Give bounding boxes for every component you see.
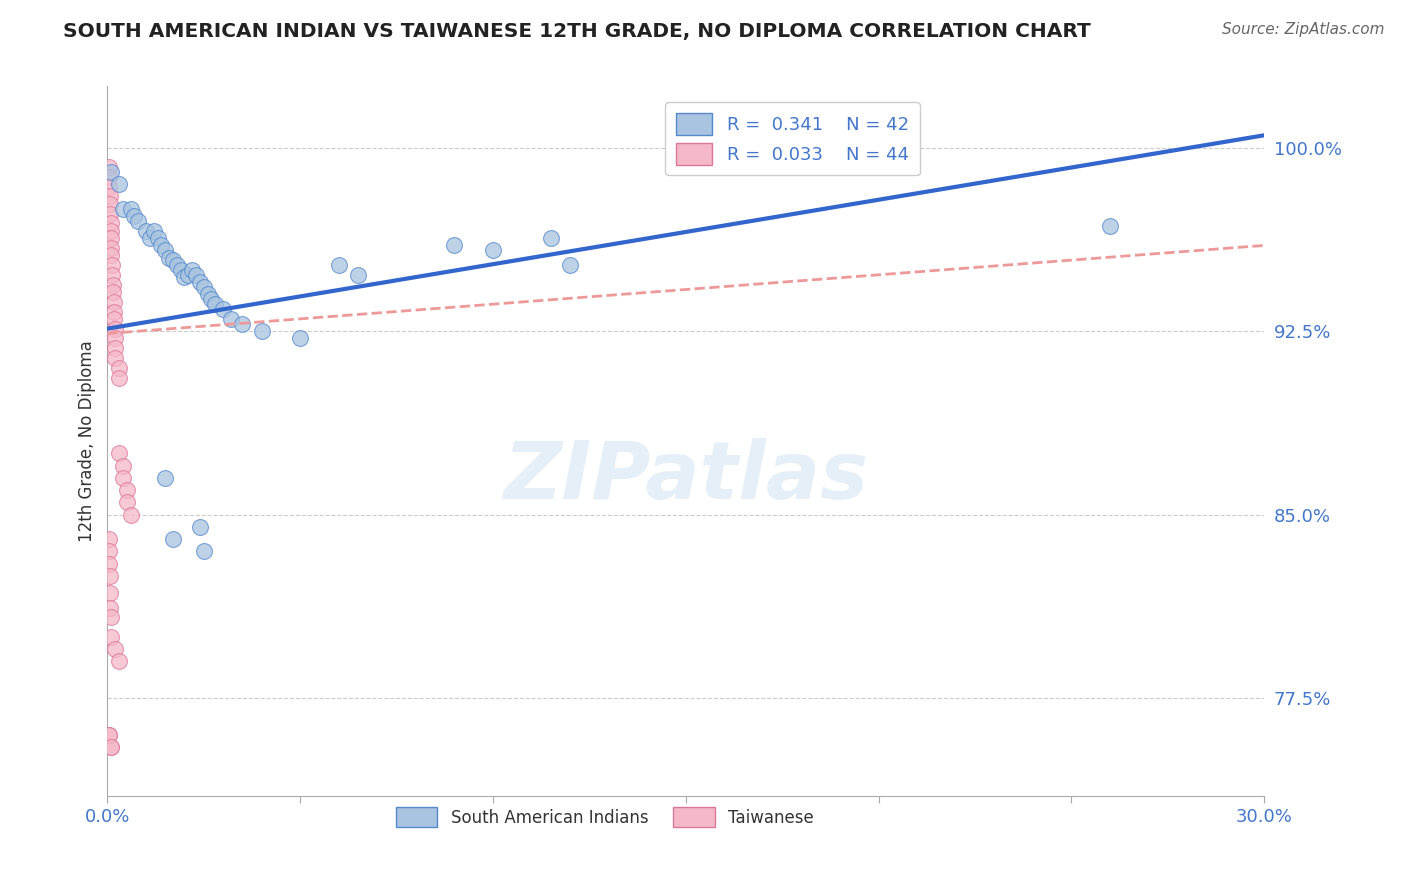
Point: [124, 209, 146, 223]
Point: [193, 544, 215, 558]
Point: [97, 532, 120, 546]
Point: [108, 178, 131, 192]
Point: [98, 586, 121, 600]
Point: [100, 600, 122, 615]
Point: [181, 263, 204, 277]
Point: [135, 224, 157, 238]
Point: [100, 231, 122, 245]
Point: [328, 258, 350, 272]
Point: [162, 253, 184, 268]
Point: [127, 214, 149, 228]
Point: [98, 557, 121, 571]
Point: [197, 287, 219, 301]
Point: [146, 231, 169, 245]
Point: [177, 268, 200, 282]
Point: [100, 248, 122, 262]
Legend: South American Indians, Taiwanese: South American Indians, Taiwanese: [389, 800, 821, 834]
Point: [139, 231, 162, 245]
Text: Source: ZipAtlas.com: Source: ZipAtlas.com: [1222, 22, 1385, 37]
Y-axis label: 12th Grade, No Diploma: 12th Grade, No Diploma: [79, 341, 96, 542]
Point: [142, 224, 165, 238]
Point: [98, 569, 121, 583]
Point: [162, 532, 184, 546]
Point: [97, 728, 120, 742]
Point: [188, 520, 211, 534]
Point: [108, 360, 131, 375]
Point: [193, 280, 215, 294]
Point: [104, 321, 127, 335]
Point: [219, 311, 242, 326]
Point: [104, 351, 127, 365]
Point: [100, 740, 122, 755]
Point: [98, 197, 121, 211]
Point: [108, 446, 131, 460]
Point: [100, 216, 122, 230]
Point: [98, 179, 121, 194]
Point: [108, 655, 131, 669]
Point: [101, 285, 124, 299]
Point: [347, 268, 370, 282]
Point: [184, 268, 207, 282]
Point: [100, 224, 122, 238]
Point: [98, 189, 121, 203]
Point: [101, 277, 124, 292]
Point: [115, 483, 138, 498]
Point: [540, 231, 562, 245]
Point: [108, 370, 131, 384]
Point: [173, 270, 195, 285]
Point: [150, 238, 173, 252]
Point: [100, 165, 122, 179]
Point: [288, 331, 311, 345]
Point: [157, 251, 180, 265]
Point: [810, 140, 832, 154]
Point: [200, 293, 222, 307]
Point: [231, 317, 253, 331]
Text: SOUTH AMERICAN INDIAN VS TAIWANESE 12TH GRADE, NO DIPLOMA CORRELATION CHART: SOUTH AMERICAN INDIAN VS TAIWANESE 12TH …: [63, 22, 1091, 41]
Point: [97, 728, 120, 742]
Point: [104, 341, 127, 355]
Point: [155, 244, 177, 258]
Point: [111, 458, 134, 473]
Point: [103, 311, 125, 326]
Point: [212, 301, 235, 316]
Point: [100, 610, 122, 624]
Point: [103, 304, 125, 318]
Point: [101, 268, 124, 282]
Point: [169, 263, 191, 277]
Point: [115, 495, 138, 509]
Point: [1098, 219, 1121, 233]
Text: ZIPatlas: ZIPatlas: [503, 438, 869, 516]
Point: [482, 244, 505, 258]
Point: [103, 294, 125, 309]
Point: [443, 238, 465, 252]
Point: [111, 471, 134, 485]
Point: [97, 169, 120, 184]
Point: [100, 241, 122, 255]
Point: [204, 297, 226, 311]
Point: [100, 740, 122, 755]
Point: [97, 160, 120, 174]
Point: [166, 258, 188, 272]
Point: [111, 202, 134, 216]
Point: [188, 275, 211, 289]
Point: [120, 508, 142, 522]
Point: [100, 630, 122, 644]
Point: [101, 258, 124, 272]
Point: [97, 544, 120, 558]
Point: [120, 202, 142, 216]
Point: [155, 471, 177, 485]
Point: [104, 331, 127, 345]
Point: [558, 258, 581, 272]
Point: [100, 206, 122, 220]
Point: [250, 324, 273, 338]
Point: [104, 642, 127, 657]
